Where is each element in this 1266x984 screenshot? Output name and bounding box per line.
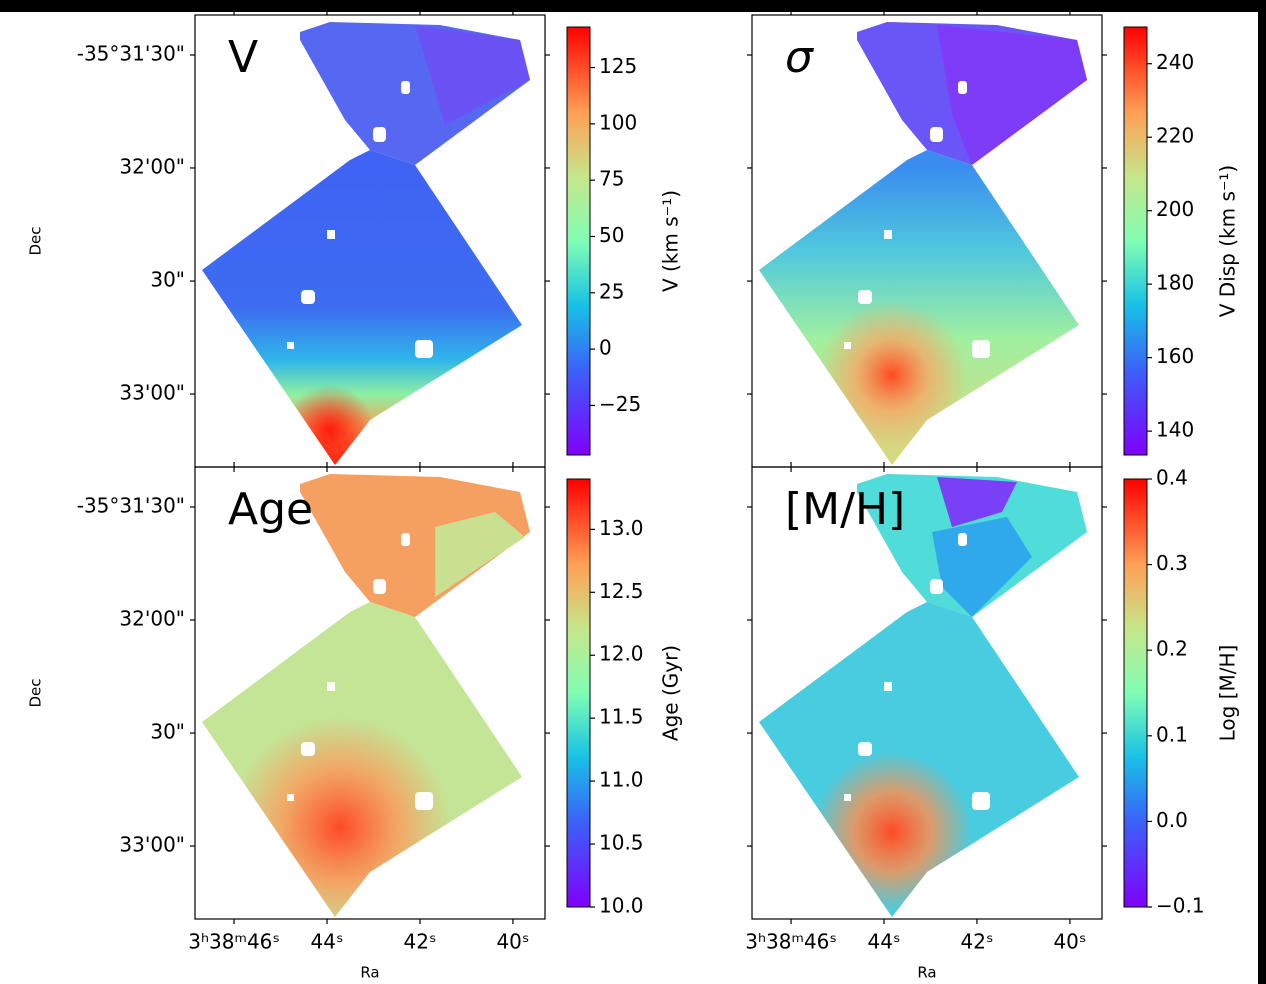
panel-label: σ <box>785 32 814 83</box>
colorbar-label: V (km s⁻¹) <box>659 190 683 292</box>
colorbar-tick-label: 0.3 <box>1156 551 1188 575</box>
colorbar <box>566 478 591 908</box>
axes-frame <box>194 466 546 920</box>
x-tick-label: 3ʰ38ᵐ46ˢ <box>745 930 837 954</box>
colorbar-tick-label: 12.5 <box>599 579 644 603</box>
x-tick-label: 40ˢ <box>1053 930 1086 954</box>
y-tick-label: 32'00" <box>119 606 185 630</box>
y-tick-label: -35°31'30" <box>77 42 185 66</box>
axes-frame <box>751 466 1103 920</box>
colorbar-tick-label: 25 <box>599 279 624 303</box>
colorbar-tick-label: 140 <box>1156 418 1194 442</box>
panel-label: V <box>228 32 258 83</box>
colorbar-tick-label: 240 <box>1156 50 1194 74</box>
x-axis-label: Ra <box>917 964 936 982</box>
y-tick-label: 33'00" <box>119 381 185 405</box>
colorbar <box>1123 478 1148 908</box>
colorbar <box>566 26 591 456</box>
x-tick-label: 40ˢ <box>496 930 529 954</box>
colorbar-tick-label: −25 <box>599 392 641 416</box>
colorbar-label: V Disp (km s⁻¹) <box>1216 165 1240 318</box>
map-v <box>202 22 530 465</box>
map-mh <box>759 474 1087 917</box>
colorbar-tick-label: 100 <box>599 110 637 134</box>
colorbar-tick-label: 50 <box>599 223 624 247</box>
colorbar-tick-label: −0.1 <box>1156 894 1205 918</box>
colorbar-label: Log [M/H] <box>1216 645 1240 742</box>
colorbar-label: Age (Gyr) <box>659 645 683 741</box>
x-tick-label: 44ˢ <box>311 930 344 954</box>
colorbar-tick-label: 0 <box>599 336 612 360</box>
x-tick-label: 44ˢ <box>868 930 901 954</box>
panel-label: [M/H] <box>785 484 905 535</box>
x-tick-label: 3ʰ38ᵐ46ˢ <box>188 930 280 954</box>
colorbar-tick-label: 75 <box>599 167 624 191</box>
x-tick-label: 42ˢ <box>404 930 437 954</box>
x-axis-label: Ra <box>360 964 379 982</box>
colorbar-tick-label: 11.0 <box>599 768 644 792</box>
colorbar-tick-label: 200 <box>1156 197 1194 221</box>
colorbar-tick-label: 0.1 <box>1156 722 1188 746</box>
colorbar <box>1123 26 1148 456</box>
colorbar-tick-label: 180 <box>1156 271 1194 295</box>
x-tick-label: 42ˢ <box>961 930 994 954</box>
map-age <box>202 474 530 917</box>
y-tick-label: 30" <box>150 720 185 744</box>
y-tick-label: 30" <box>150 268 185 292</box>
y-tick-label: -35°31'30" <box>77 494 185 518</box>
colorbar-tick-label: 10.5 <box>599 831 644 855</box>
y-axis-label: Dec <box>27 678 45 707</box>
colorbar-tick-label: 0.2 <box>1156 637 1188 661</box>
y-tick-label: 32'00" <box>119 154 185 178</box>
colorbar-tick-label: 0.0 <box>1156 808 1188 832</box>
colorbar-tick-label: 13.0 <box>599 516 644 540</box>
colorbar-tick-label: 160 <box>1156 344 1194 368</box>
panel-label: Age <box>228 484 313 535</box>
y-axis-label: Dec <box>27 226 45 255</box>
colorbar-tick-label: 10.0 <box>599 894 644 918</box>
colorbar-tick-label: 11.5 <box>599 705 644 729</box>
colorbar-tick-label: 125 <box>599 54 637 78</box>
y-tick-label: 33'00" <box>119 833 185 857</box>
map-sigma <box>759 22 1087 465</box>
colorbar-tick-label: 220 <box>1156 124 1194 148</box>
colorbar-tick-label: 0.4 <box>1156 466 1188 490</box>
colorbar-tick-label: 12.0 <box>599 642 644 666</box>
